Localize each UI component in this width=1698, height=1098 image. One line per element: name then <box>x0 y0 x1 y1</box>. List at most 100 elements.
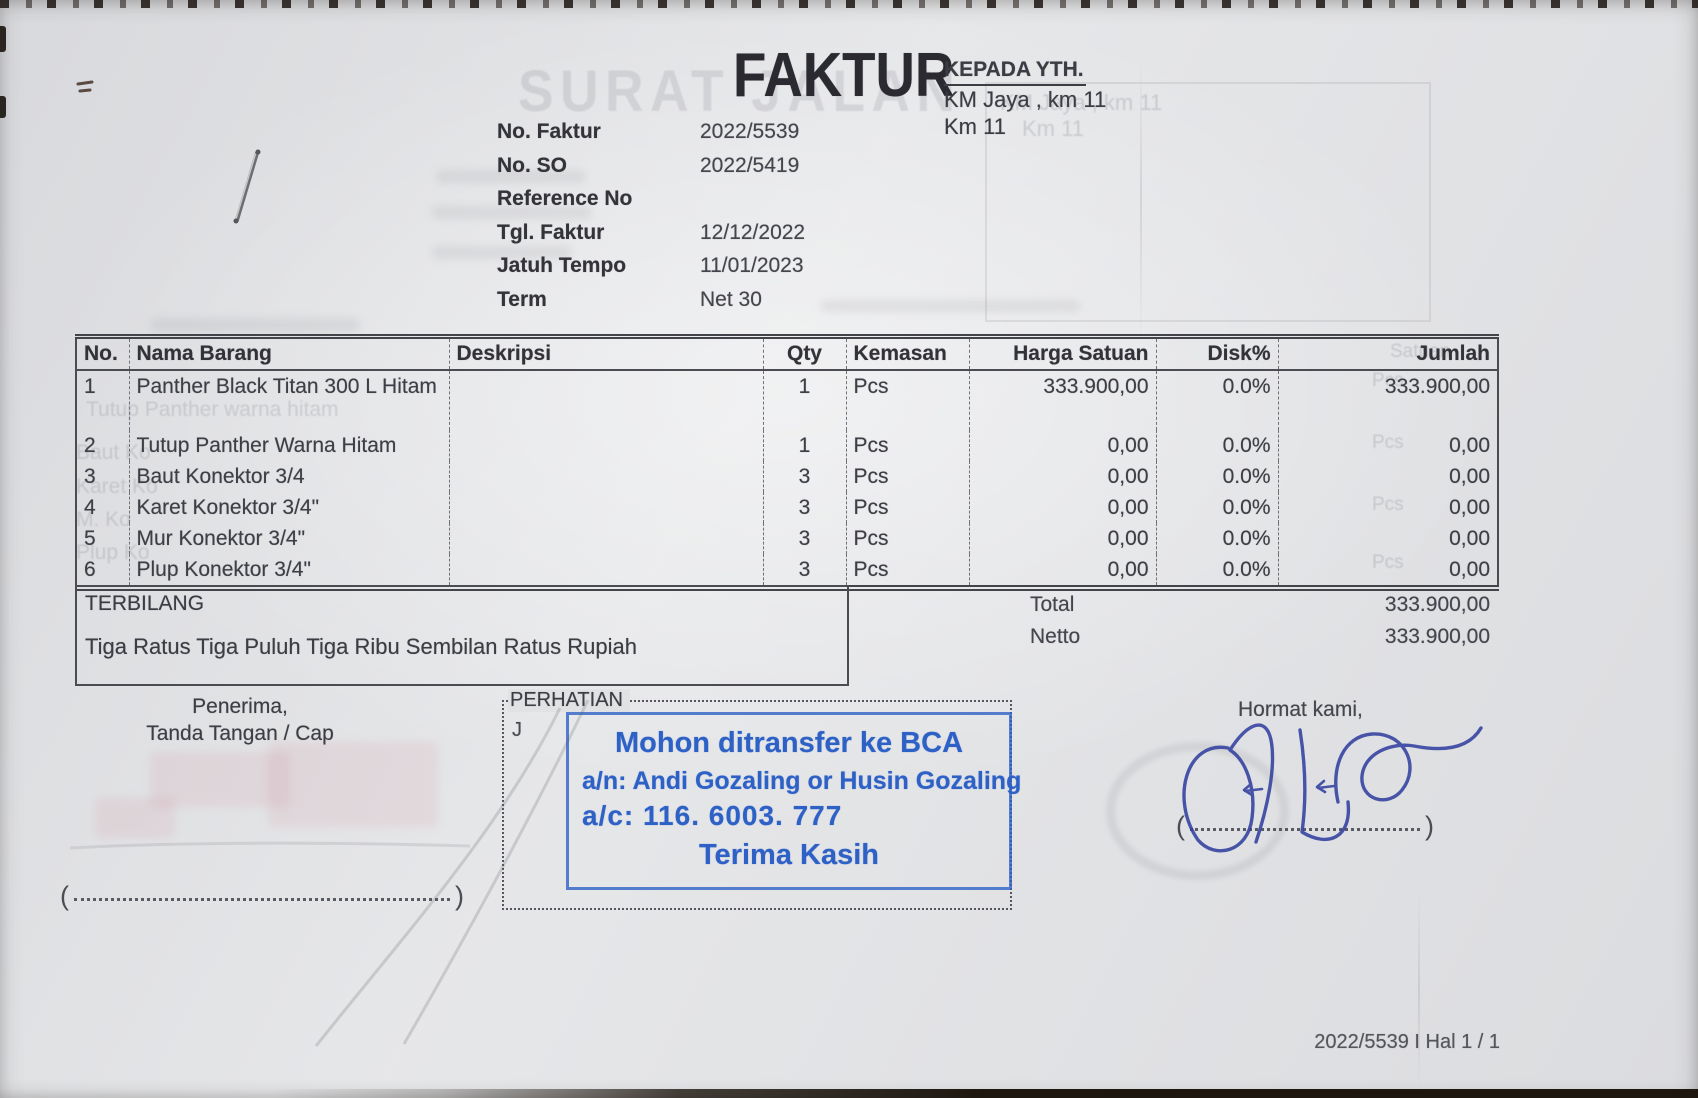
receiver-signature-block: Penerima, Tanda Tangan / Cap <box>100 693 380 747</box>
cell-qty: 1 <box>762 370 846 430</box>
stamp-line-transfer: Mohon ditransfer ke BCA <box>614 727 964 759</box>
table-row: 6 Plup Konektor 3/4" 3 Pcs 0,00 0.0% 0,00 <box>76 554 1498 588</box>
meta-label: Term <box>497 287 547 311</box>
red-stamp-bleed <box>150 752 290 807</box>
cell-qty: 3 <box>762 492 846 523</box>
page-footer: 2022/5539 I Hal 1 / 1 <box>1314 1031 1500 1053</box>
meta-row: Jatuh Tempo 11/01/2023 <box>497 254 805 288</box>
meta-value: Net 30 <box>700 287 762 311</box>
paren-open: ( <box>1176 811 1185 841</box>
meta-row: No. SO 2022/5419 <box>497 154 805 188</box>
receiver-label-2: Tanda Tangan / Cap <box>146 722 334 745</box>
cell-jumlah: 0,00 <box>1277 554 1498 588</box>
dotted-line <box>1190 828 1420 831</box>
pen-mark-top-left <box>76 80 94 93</box>
cell-qty: 3 <box>762 554 846 588</box>
col-header-no: No. <box>76 336 129 371</box>
meta-row: Reference No <box>497 187 805 221</box>
table-header-row: No. Nama Barang Deskripsi Qty Kemasan Ha… <box>76 336 1498 371</box>
cell-nama: Plup Konektor 3/4" <box>128 554 449 588</box>
cell-harga: 0,00 <box>968 430 1156 461</box>
col-header-kemasan: Kemasan <box>845 336 969 371</box>
signature-line-right: ( ) <box>1176 800 1434 840</box>
cell-no: 2 <box>84 434 96 457</box>
col-header-nama-barang: Nama Barang <box>128 336 449 371</box>
cell-deskripsi <box>448 492 763 523</box>
cell-jumlah: 0,00 <box>1277 523 1498 554</box>
terbilang-box: TERBILANG Tiga Ratus Tiga Puluh Tiga Rib… <box>75 585 849 686</box>
recipient-heading: KEPADA YTH. <box>944 57 1086 86</box>
ink-smudge <box>820 300 1080 312</box>
cell-jumlah: 0,00 <box>1277 492 1498 523</box>
cell-no: 4 <box>84 496 96 519</box>
cell-harga: 0,00 <box>968 461 1156 492</box>
meta-value: 12/12/2022 <box>700 220 806 244</box>
table-row: 1 Panther Black Titan 300 L Hitam 1 Pcs 333.… <box>76 370 1498 430</box>
col-header-disk: Disk% <box>1155 336 1278 371</box>
attention-note: J <box>512 719 522 741</box>
cell-disk: 0.0% <box>1155 430 1278 461</box>
cell-disk: 0.0% <box>1155 554 1278 588</box>
stamp-line-account-name: a/n: Andi Gozaling or Husin Gozaling <box>582 767 1022 795</box>
ink-smudge <box>436 170 586 183</box>
terbilang-text: Tiga Ratus Tiga Puluh Tiga Ribu Sembilan… <box>85 634 637 659</box>
cell-jumlah: 0,00 <box>1277 461 1498 492</box>
dotted-line <box>74 898 450 901</box>
table-row: 4 Karet Konektor 3/4" 3 Pcs 0,00 0.0% 0,00 <box>76 492 1498 523</box>
paper-crease <box>1140 55 1142 345</box>
meta-row: No. Faktur 2022/5539 <box>497 120 805 154</box>
torn-dark-bottom-edge <box>0 1089 1698 1098</box>
invoice-meta-block: No. Faktur 2022/5539 No. SO 2022/5419 Refe… <box>497 120 805 321</box>
red-stamp-bleed <box>95 798 175 838</box>
meta-value: 11/01/2023 <box>700 254 804 277</box>
ink-smudge <box>432 246 572 259</box>
cell-disk: 0.0% <box>1155 370 1278 430</box>
meta-value: 2022/5419 <box>700 153 800 177</box>
cell-no: 3 <box>84 465 96 488</box>
total-row: Total 333.900,00 <box>1030 593 1490 625</box>
torn-perforation-top-edge <box>0 0 1698 8</box>
red-stamp-bleed <box>268 742 438 827</box>
cell-jumlah: 0,00 <box>1277 430 1498 461</box>
cell-nama: Panther Black Titan 300 L Hitam <box>128 370 449 430</box>
cell-deskripsi <box>448 523 763 554</box>
paper-edge-nub <box>0 26 6 52</box>
col-header-harga-satuan: Harga Satuan <box>968 336 1156 371</box>
cell-deskripsi <box>448 370 763 430</box>
cell-jumlah: 333.900,00 <box>1277 370 1498 430</box>
ghost-item-text: M. Ko <box>76 508 131 531</box>
cell-kemasan: Pcs <box>845 461 969 492</box>
meta-label: No. Faktur <box>497 120 601 143</box>
col-header-jumlah: Jumlah <box>1277 336 1498 371</box>
ghost-box-outline <box>985 82 1431 322</box>
cell-kemasan: Pcs <box>845 430 969 461</box>
blue-payment-stamp: Mohon ditransfer ke BCA a/n: Andi Gozali… <box>566 712 1021 890</box>
meta-label: No. SO <box>497 153 568 177</box>
cell-deskripsi <box>448 430 763 461</box>
terbilang-label: TERBILANG <box>85 592 205 615</box>
stamp-line-thanks: Terima Kasih <box>699 839 879 871</box>
paren-open: ( <box>60 881 69 911</box>
stamp-line-account-number: a/c: 116. 6003. 777 <box>582 800 843 831</box>
recipient-block: KEPADA YTH. KM Jaya , km 11 Km 11 <box>944 57 1106 140</box>
table-row: 5 Mur Konektor 3/4" 3 Pcs 0,00 0.0% 0,00 <box>76 523 1498 554</box>
cell-no: 1 <box>84 375 96 398</box>
recipient-line-1: KM Jaya , km 11 <box>944 87 1107 112</box>
meta-row: Term Net 30 <box>497 288 805 322</box>
table-body: 1 Panther Black Titan 300 L Hitam 1 Pcs 333.… <box>76 370 1498 588</box>
table-row: 3 Baut Konektor 3/4 3 Pcs 0,00 0.0% 0,00 <box>76 461 1498 492</box>
line-items-table: No. Nama Barang Deskripsi Qty Kemasan Ha… <box>75 334 1499 591</box>
totals-block: Total 333.900,00 Netto 333.900,00 <box>1030 593 1490 657</box>
cell-no: 6 <box>84 558 96 581</box>
cell-nama: Tutup Panther Warna Hitam <box>128 430 449 461</box>
receiver-label-1: Penerima, <box>192 695 288 718</box>
cell-no: 5 <box>84 527 96 550</box>
cell-disk: 0.0% <box>1155 523 1278 554</box>
cell-deskripsi <box>448 554 763 588</box>
cell-harga: 0,00 <box>968 492 1156 523</box>
cell-kemasan: Pcs <box>845 370 969 430</box>
cell-harga: 0,00 <box>968 523 1156 554</box>
document-title: FAKTUR <box>733 41 955 110</box>
cell-qty: 3 <box>762 523 846 554</box>
recipient-line-2: Km 11 <box>944 114 1006 139</box>
